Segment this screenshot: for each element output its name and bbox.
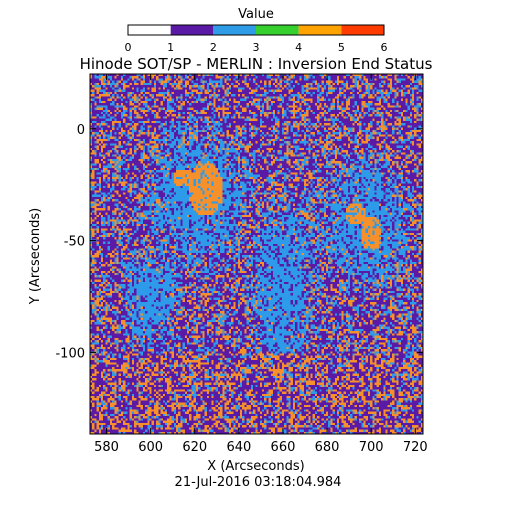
colorbar-tick-label: 6: [381, 41, 388, 54]
colorbar: [127, 24, 385, 36]
colorbar-band-2: [213, 25, 256, 35]
colorbar-tick-label: 3: [253, 41, 260, 54]
colorbar-band-4: [298, 25, 342, 35]
colorbar-band-5: [341, 25, 384, 35]
colorbar-band-1: [170, 25, 214, 35]
x-tick-label: 660: [271, 440, 296, 455]
x-tick-label: 720: [403, 440, 428, 455]
colorbar-tick-label: 1: [167, 41, 174, 54]
x-axis-label: X (Arcseconds): [207, 459, 304, 474]
y-axis-label: Y (Arcseconds): [28, 208, 43, 305]
colorbar-tick-label: 4: [295, 41, 302, 54]
colorbar-band-0: [128, 25, 171, 35]
plot-area: [89, 73, 424, 435]
colorbar-ticks: 0 1 2 3 4 5 6: [125, 41, 388, 54]
chart-title: Hinode SOT/SP - MERLIN : Inversion End S…: [80, 55, 433, 73]
timestamp: 21-Jul-2016 03:18:04.984: [175, 475, 342, 490]
x-tick-label: 620: [182, 440, 207, 455]
colorbar-band-3: [256, 25, 299, 35]
y-axis: 0 -50 -100: [55, 123, 423, 361]
plot-frame: [89, 73, 424, 435]
colorbar-frame: [127, 24, 385, 36]
x-tick-label: 700: [359, 440, 384, 455]
y-tick-label: -100: [55, 346, 85, 361]
y-tick-label: 0: [77, 123, 85, 138]
x-tick-label: 680: [315, 440, 340, 455]
heatmap-image: [90, 74, 423, 434]
y-tick-label: -50: [64, 235, 85, 250]
x-axis: 580 600 620 640 660 680 700 720: [94, 74, 428, 455]
colorbar-tick-label: 0: [125, 41, 132, 54]
x-tick-label: 640: [226, 440, 251, 455]
colorbar-title: Value: [238, 7, 274, 22]
x-tick-label: 580: [94, 440, 119, 455]
x-tick-label: 600: [138, 440, 163, 455]
colorbar-tick-label: 5: [338, 41, 345, 54]
colorbar-tick-label: 2: [210, 41, 217, 54]
